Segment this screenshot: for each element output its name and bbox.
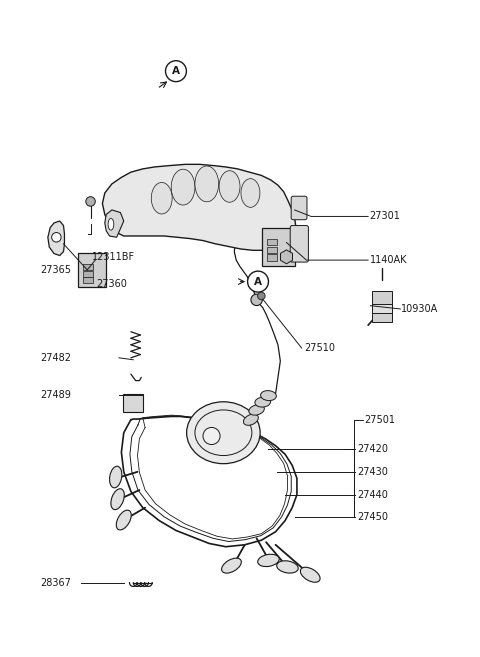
Ellipse shape — [187, 402, 260, 464]
FancyBboxPatch shape — [262, 229, 295, 266]
Ellipse shape — [258, 555, 279, 566]
Circle shape — [258, 292, 265, 300]
FancyBboxPatch shape — [267, 246, 276, 253]
Ellipse shape — [241, 179, 260, 208]
Text: 27440: 27440 — [358, 489, 388, 499]
Ellipse shape — [171, 170, 195, 205]
Ellipse shape — [255, 397, 271, 407]
Polygon shape — [105, 210, 124, 237]
Ellipse shape — [151, 183, 172, 214]
FancyBboxPatch shape — [78, 252, 106, 287]
Text: 27450: 27450 — [358, 512, 389, 522]
Text: 27301: 27301 — [370, 212, 400, 221]
Circle shape — [248, 271, 268, 292]
Text: 1140AK: 1140AK — [370, 255, 407, 265]
Ellipse shape — [261, 391, 276, 401]
FancyBboxPatch shape — [267, 254, 276, 261]
Circle shape — [52, 233, 61, 242]
Text: 28367: 28367 — [41, 578, 72, 587]
Text: 27360: 27360 — [96, 279, 128, 289]
Text: 27365: 27365 — [40, 265, 71, 275]
FancyBboxPatch shape — [267, 238, 276, 245]
FancyBboxPatch shape — [83, 271, 94, 277]
Text: 27510: 27510 — [304, 343, 335, 353]
FancyBboxPatch shape — [372, 311, 392, 323]
FancyBboxPatch shape — [83, 264, 94, 271]
Circle shape — [86, 196, 96, 206]
Ellipse shape — [195, 166, 219, 202]
Circle shape — [203, 428, 220, 445]
Polygon shape — [102, 164, 296, 250]
Text: 27420: 27420 — [358, 444, 389, 454]
Ellipse shape — [111, 489, 124, 510]
FancyBboxPatch shape — [372, 302, 392, 313]
Text: A: A — [254, 277, 262, 286]
Text: 27430: 27430 — [358, 467, 388, 477]
FancyBboxPatch shape — [291, 196, 307, 219]
FancyBboxPatch shape — [123, 394, 143, 412]
Ellipse shape — [108, 218, 114, 230]
Ellipse shape — [249, 405, 264, 415]
Text: 10930A: 10930A — [401, 304, 439, 314]
Ellipse shape — [300, 567, 320, 582]
Ellipse shape — [219, 171, 240, 202]
FancyBboxPatch shape — [290, 225, 308, 262]
Text: A: A — [172, 66, 180, 76]
Polygon shape — [48, 221, 64, 256]
Circle shape — [251, 294, 262, 306]
Text: 27482: 27482 — [41, 353, 72, 363]
Ellipse shape — [222, 558, 241, 573]
Ellipse shape — [276, 561, 298, 573]
Ellipse shape — [109, 466, 122, 487]
FancyBboxPatch shape — [83, 277, 94, 283]
Text: 27501: 27501 — [364, 415, 396, 424]
FancyBboxPatch shape — [372, 291, 392, 304]
Ellipse shape — [243, 414, 258, 425]
Circle shape — [166, 60, 186, 81]
Text: 27489: 27489 — [41, 390, 72, 400]
Text: 12311BF: 12311BF — [92, 252, 135, 262]
Ellipse shape — [116, 510, 131, 530]
